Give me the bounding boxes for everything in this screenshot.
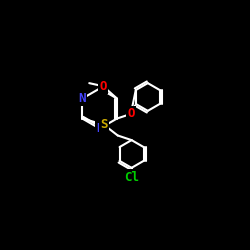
Text: S: S xyxy=(100,118,108,131)
Text: Cl: Cl xyxy=(124,170,139,183)
Text: O: O xyxy=(127,108,134,120)
Text: O: O xyxy=(99,80,107,93)
Text: N: N xyxy=(96,122,104,135)
Text: N: N xyxy=(78,92,86,105)
